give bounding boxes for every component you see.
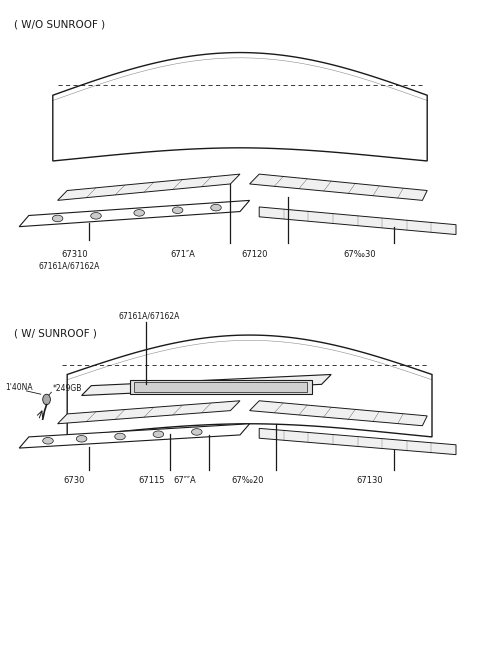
Polygon shape	[67, 335, 432, 437]
Polygon shape	[19, 424, 250, 448]
Text: ( W/ SUNROOF ): ( W/ SUNROOF )	[14, 328, 97, 338]
Ellipse shape	[43, 438, 53, 444]
Text: 67‰20: 67‰20	[231, 476, 264, 486]
Text: 67″″A: 67″″A	[173, 476, 196, 486]
Polygon shape	[82, 374, 331, 396]
Polygon shape	[259, 207, 456, 235]
Ellipse shape	[192, 428, 202, 435]
Bar	[130, 380, 312, 394]
Text: 671″A: 671″A	[170, 250, 195, 259]
Circle shape	[43, 394, 50, 405]
Polygon shape	[58, 174, 240, 200]
Text: 6730: 6730	[64, 476, 85, 486]
Text: 67310: 67310	[61, 250, 88, 259]
Ellipse shape	[115, 433, 125, 440]
Text: 67130: 67130	[356, 476, 383, 486]
Ellipse shape	[52, 215, 63, 222]
Text: 67115: 67115	[138, 476, 165, 486]
Text: ( W/O SUNROOF ): ( W/O SUNROOF )	[14, 20, 106, 30]
Polygon shape	[250, 401, 427, 426]
Polygon shape	[53, 53, 427, 161]
Text: 67120: 67120	[241, 250, 268, 259]
Polygon shape	[19, 200, 250, 227]
Polygon shape	[250, 174, 427, 200]
Ellipse shape	[91, 213, 101, 219]
Ellipse shape	[211, 204, 221, 211]
Text: 67161A/67162A: 67161A/67162A	[118, 311, 180, 321]
Ellipse shape	[134, 210, 144, 216]
Ellipse shape	[76, 436, 87, 442]
Polygon shape	[259, 428, 456, 455]
Text: *249GB: *249GB	[53, 384, 82, 394]
Text: 67161A/67162A: 67161A/67162A	[39, 261, 100, 271]
Ellipse shape	[153, 431, 164, 438]
Text: 1'40NA: 1'40NA	[5, 383, 33, 392]
Ellipse shape	[172, 207, 183, 214]
Bar	[134, 382, 307, 392]
Polygon shape	[58, 401, 240, 424]
Text: 67‰30: 67‰30	[344, 250, 376, 259]
